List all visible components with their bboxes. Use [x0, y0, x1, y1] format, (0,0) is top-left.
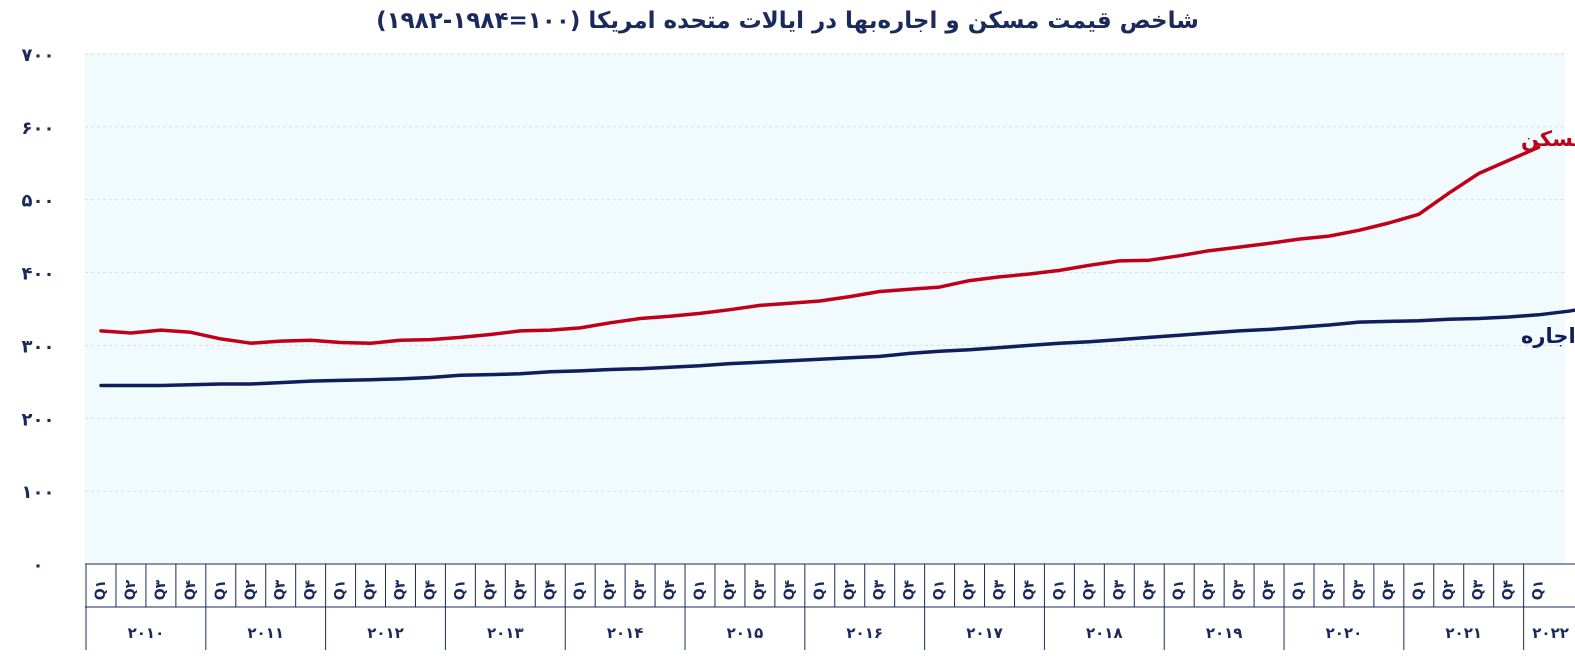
quarter-tick-label: Q۴ [662, 579, 678, 600]
quarter-tick-label: Q۳ [153, 579, 169, 600]
housing-price-line [99, 145, 1541, 345]
quarter-tick-label: Q۴ [1261, 579, 1277, 600]
year-tick-label: ۲۰۲۲ [1532, 624, 1569, 642]
quarter-tick-label: Q۳ [872, 579, 888, 600]
quarter-tick-label: Q۴ [902, 579, 918, 600]
quarter-tick-label: Q۱ [333, 580, 349, 600]
y-tick-label: ۲۰۰ [22, 409, 55, 430]
y-tick-label: ۷۰۰ [22, 45, 55, 66]
quarter-tick-label: Q۲ [482, 579, 498, 600]
quarter-tick-label: Q۳ [512, 579, 528, 600]
quarter-tick-label: Q۴ [1381, 579, 1397, 600]
quarter-tick-label: Q۳ [1111, 579, 1127, 600]
year-tick-label: ۲۰۱۷ [966, 624, 1003, 642]
rent-series-label: اجاره [1521, 324, 1575, 348]
quarter-tick-label: Q۱ [1291, 580, 1307, 600]
quarter-tick-label: Q۲ [1321, 579, 1337, 600]
quarter-tick-label: Q۳ [393, 579, 409, 600]
quarter-tick-label: Q۲ [363, 579, 379, 600]
year-tick-label: ۲۰۱۹ [1206, 624, 1243, 642]
quarter-tick-label: Q۱ [812, 580, 828, 600]
quarter-tick-label: Q۳ [752, 579, 768, 600]
quarter-tick-label: Q۲ [602, 579, 618, 600]
quarter-tick-label: Q۳ [992, 579, 1008, 600]
quarter-tick-label: Q۴ [1021, 579, 1037, 600]
quarter-tick-label: Q۲ [842, 579, 858, 600]
quarter-tick-label: Q۴ [782, 579, 798, 600]
quarter-tick-label: Q۲ [962, 579, 978, 600]
year-tick-label: ۲۰۱۳ [487, 624, 524, 642]
y-axis-ticks: ۰ ۱۰۰ ۲۰۰ ۳۰۰ ۴۰۰ ۵۰۰ ۶۰۰ ۷۰۰ [22, 45, 55, 576]
quarter-tick-label: Q۲ [243, 579, 259, 600]
quarter-tick-label: Q۲ [722, 579, 738, 600]
quarter-tick-label: Q۱ [213, 580, 229, 600]
year-tick-label: ۲۰۱۶ [846, 624, 883, 642]
y-tick-label: ۵۰۰ [22, 191, 55, 212]
year-tick-label: ۲۰۱۱ [247, 624, 284, 642]
quarter-tick-label: Q۴ [303, 579, 319, 600]
quarter-tick-label: Q۱ [93, 580, 109, 600]
quarter-tick-label: Q۴ [1141, 579, 1157, 600]
year-tick-label: ۲۰۱۵ [727, 624, 764, 642]
x-axis: Q۱ Q۲ Q۳ Q۴ Q۱ Q۲ Q۳ Q۴ Q۱ Q۲ Q۳ Q۴ Q۱ Q۲ Q۳ Q۴ Q۱ Q۲ Q۳ Q۴… [85, 563, 1575, 650]
y-tick-label: ۳۰۰ [22, 336, 55, 357]
y-tick-label: ۰ [33, 555, 44, 576]
quarter-tick-label: Q۲ [1081, 579, 1097, 600]
quarter-tick-label: Q۲ [123, 579, 139, 600]
quarter-tick-label: Q۳ [1231, 579, 1247, 600]
year-tick-label: ۲۰۲۱ [1445, 624, 1482, 642]
y-tick-label: ۴۰۰ [22, 264, 55, 285]
y-tick-label: ۱۰۰ [22, 482, 55, 503]
quarter-tick-label: Q۴ [183, 579, 199, 600]
series-lines [99, 145, 1575, 388]
quarter-tick-label: Q۱ [452, 580, 468, 600]
quarter-tick-label: Q۴ [1501, 579, 1517, 600]
quarter-tick-label: Q۳ [1351, 579, 1367, 600]
year-tick-label: ۲۰۱۲ [367, 624, 404, 642]
year-tick-label: ۲۰۱۸ [1086, 624, 1123, 642]
year-tick-label: ۲۰۱۰ [128, 624, 165, 642]
plot-area [85, 54, 1565, 564]
quarter-tick-label: Q۳ [273, 579, 289, 600]
y-tick-label: ۶۰۰ [22, 118, 55, 139]
quarter-tick-label: Q۱ [932, 580, 948, 600]
series-labels: شاخص قیمت مسکن اجاره [1521, 127, 1575, 348]
quarter-tick-label: Q۱ [1171, 580, 1187, 600]
quarter-tick-label: Q۲ [1201, 579, 1217, 600]
quarter-tick-label: Q۴ [422, 579, 438, 600]
chart-title: شاخص قیمت مسکن و اجاره‌بها در ایالات متح… [376, 8, 1199, 34]
quarter-tick-label: Q۴ [542, 579, 558, 600]
quarter-tick-label: Q۲ [1441, 579, 1457, 600]
year-tick-label: ۲۰۱۴ [607, 624, 644, 642]
year-tick-label: ۲۰۲۰ [1326, 624, 1363, 642]
housing-price-series-label: شاخص قیمت مسکن [1521, 127, 1575, 151]
rent-line [99, 308, 1575, 388]
quarter-tick-label: Q۱ [572, 580, 588, 600]
quarter-tick-label: Q۱ [1051, 580, 1067, 600]
quarter-tick-label: Q۱ [1531, 580, 1547, 600]
quarter-tick-label: Q۱ [1411, 580, 1427, 600]
quarter-tick-label: Q۳ [1471, 579, 1487, 600]
quarter-tick-label: Q۳ [632, 579, 648, 600]
quarter-tick-label: Q۱ [692, 580, 708, 600]
grid-lines [85, 53, 1565, 492]
